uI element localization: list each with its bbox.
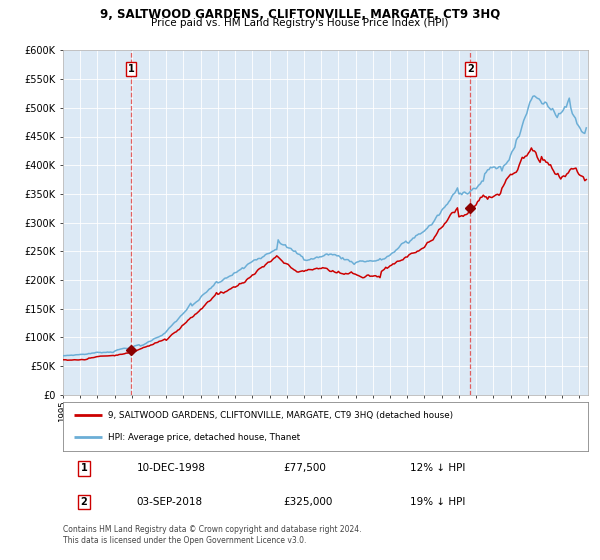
Text: 1: 1 <box>127 64 134 74</box>
Text: £325,000: £325,000 <box>284 497 333 507</box>
Text: Contains HM Land Registry data © Crown copyright and database right 2024.
This d: Contains HM Land Registry data © Crown c… <box>63 525 361 545</box>
Text: 9, SALTWOOD GARDENS, CLIFTONVILLE, MARGATE, CT9 3HQ: 9, SALTWOOD GARDENS, CLIFTONVILLE, MARGA… <box>100 8 500 21</box>
Text: Price paid vs. HM Land Registry's House Price Index (HPI): Price paid vs. HM Land Registry's House … <box>151 18 449 29</box>
Text: 12% ↓ HPI: 12% ↓ HPI <box>409 463 465 473</box>
Text: 2: 2 <box>80 497 88 507</box>
Text: 1: 1 <box>80 463 88 473</box>
Text: HPI: Average price, detached house, Thanet: HPI: Average price, detached house, Than… <box>107 432 300 441</box>
Text: 2: 2 <box>467 64 474 74</box>
Text: £77,500: £77,500 <box>284 463 326 473</box>
Text: 03-SEP-2018: 03-SEP-2018 <box>137 497 203 507</box>
Text: 10-DEC-1998: 10-DEC-1998 <box>137 463 205 473</box>
Text: 19% ↓ HPI: 19% ↓ HPI <box>409 497 465 507</box>
Text: 9, SALTWOOD GARDENS, CLIFTONVILLE, MARGATE, CT9 3HQ (detached house): 9, SALTWOOD GARDENS, CLIFTONVILLE, MARGA… <box>107 411 453 420</box>
